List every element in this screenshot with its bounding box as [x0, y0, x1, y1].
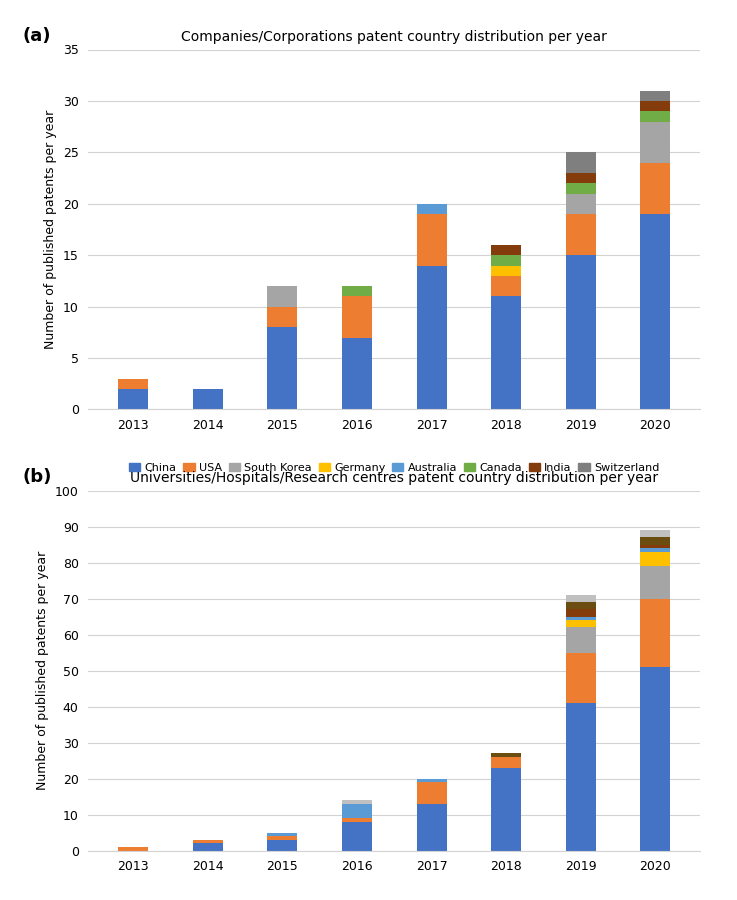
Legend: China, USA, South Korea, Germany, Australia, Canada, India, Switzerland: China, USA, South Korea, Germany, Austra…	[125, 458, 664, 477]
Bar	[640, 566, 671, 598]
Bar	[416, 778, 447, 782]
Bar	[566, 595, 595, 602]
Bar	[416, 203, 447, 214]
Bar	[566, 173, 595, 184]
Bar	[566, 184, 595, 194]
Y-axis label: Number of published patents per year: Number of published patents per year	[44, 110, 57, 349]
Text: (a): (a)	[22, 27, 51, 45]
Bar	[640, 112, 671, 122]
Bar	[640, 548, 671, 552]
Bar	[268, 286, 297, 307]
Bar	[566, 194, 595, 214]
Bar	[492, 768, 521, 850]
Bar	[342, 818, 372, 822]
Bar	[118, 847, 148, 850]
Bar	[342, 296, 372, 338]
Bar	[342, 804, 372, 818]
Bar	[342, 338, 372, 410]
Bar	[640, 598, 671, 667]
Bar	[566, 652, 595, 703]
Bar	[492, 256, 521, 266]
Bar	[193, 843, 223, 850]
Bar	[416, 266, 447, 410]
Bar	[640, 544, 671, 548]
Title: Universities/Hospitals/Research centres patent country distribution per year: Universities/Hospitals/Research centres …	[130, 472, 658, 485]
Bar	[342, 800, 372, 804]
Bar	[492, 296, 521, 410]
Bar	[566, 602, 595, 609]
Bar	[492, 245, 521, 256]
Bar	[118, 379, 148, 389]
Bar	[566, 703, 595, 850]
Bar	[566, 627, 595, 652]
Bar	[566, 256, 595, 410]
Bar	[640, 122, 671, 163]
Bar	[342, 822, 372, 850]
Bar	[566, 152, 595, 173]
Bar	[416, 804, 447, 850]
Bar	[268, 307, 297, 328]
Title: Companies/Corporations patent country distribution per year: Companies/Corporations patent country di…	[181, 31, 607, 44]
Bar	[268, 832, 297, 836]
Bar	[492, 266, 521, 275]
Bar	[566, 620, 595, 627]
Bar	[268, 836, 297, 840]
Bar	[193, 840, 223, 843]
Bar	[268, 840, 297, 850]
Bar	[640, 552, 671, 566]
Bar	[566, 616, 595, 620]
Bar	[492, 753, 521, 757]
Bar	[416, 214, 447, 266]
Bar	[640, 101, 671, 112]
Bar	[342, 286, 372, 296]
Bar	[640, 667, 671, 850]
Text: (b): (b)	[22, 468, 52, 486]
Bar	[640, 537, 671, 544]
Bar	[193, 389, 223, 410]
Bar	[640, 91, 671, 101]
Bar	[492, 275, 521, 296]
Bar	[416, 782, 447, 804]
Bar	[640, 163, 671, 214]
Bar	[268, 328, 297, 410]
Bar	[492, 757, 521, 768]
Bar	[640, 530, 671, 537]
Y-axis label: Number of published patents per year: Number of published patents per year	[36, 551, 49, 790]
Bar	[640, 214, 671, 410]
Bar	[566, 214, 595, 256]
Bar	[118, 389, 148, 410]
Bar	[566, 609, 595, 617]
